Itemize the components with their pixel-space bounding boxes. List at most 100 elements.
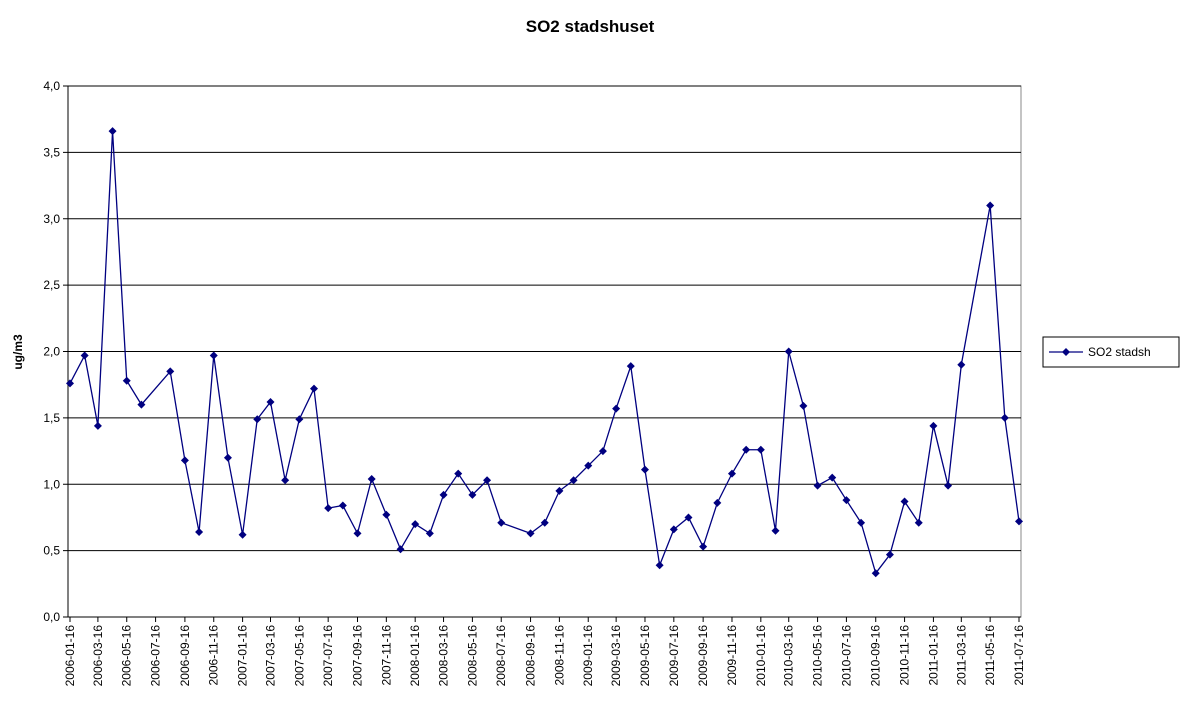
data-point (655, 561, 664, 570)
x-tick-label: 2006-01-16 (63, 625, 77, 687)
x-tick-label: 2007-05-16 (292, 625, 306, 687)
data-point (555, 486, 564, 495)
data-point (699, 542, 708, 551)
data-point (483, 476, 492, 485)
x-tick-label: 2006-03-16 (91, 625, 105, 687)
data-point (108, 127, 117, 136)
data-point (281, 476, 290, 485)
data-point (223, 453, 232, 462)
x-tick-label: 2009-07-16 (667, 625, 681, 687)
data-point (382, 510, 391, 519)
data-point (66, 379, 74, 388)
data-point (857, 518, 866, 527)
x-tick-label: 2007-07-16 (321, 625, 335, 687)
x-tick-label: 2010-11-16 (898, 625, 912, 686)
y-tick-label: 2,5 (43, 278, 60, 292)
data-point (713, 498, 722, 507)
legend-marker (1062, 348, 1070, 356)
data-point (411, 520, 420, 529)
data-point (468, 490, 477, 499)
data-point (828, 473, 837, 482)
data-point (338, 501, 347, 510)
data-point (195, 528, 204, 537)
data-point (309, 384, 318, 393)
data-point (122, 376, 131, 385)
data-point (742, 445, 751, 454)
x-tick-label: 2008-03-16 (437, 625, 451, 687)
x-tick-label: 2010-03-16 (782, 625, 796, 687)
data-point (353, 529, 362, 538)
x-tick-label: 2008-11-16 (552, 625, 566, 686)
x-tick-label: 2006-09-16 (178, 625, 192, 687)
data-point (137, 400, 146, 409)
data-point (80, 351, 89, 360)
x-tick-label: 2007-11-16 (379, 625, 393, 686)
data-point (799, 401, 808, 410)
x-tick-label: 2010-07-16 (839, 625, 853, 687)
data-point (640, 465, 649, 474)
data-point (842, 496, 851, 505)
data-point (784, 347, 793, 356)
x-tick-label: 2011-05-16 (983, 625, 997, 686)
x-tick-label: 2006-05-16 (120, 625, 134, 687)
data-point (885, 550, 894, 559)
data-point (454, 469, 463, 478)
x-tick-label: 2009-01-16 (581, 625, 595, 687)
x-tick-label: 2009-05-16 (638, 625, 652, 687)
y-tick-label: 2,0 (43, 345, 60, 359)
y-axis-label: ug/m3 (11, 334, 25, 370)
x-tick-label: 2011-07-16 (1012, 625, 1026, 686)
x-tick-label: 2009-11-16 (725, 625, 739, 686)
x-tick-label: 2006-11-16 (207, 625, 221, 686)
data-point (957, 360, 966, 369)
data-point (526, 529, 535, 538)
data-point (813, 481, 822, 490)
data-point (396, 545, 405, 554)
data-point (439, 490, 448, 499)
data-point (238, 530, 247, 539)
data-point (914, 518, 923, 527)
x-tick-label: 2008-07-16 (494, 625, 508, 687)
x-tick-label: 2010-05-16 (811, 625, 825, 687)
data-point (684, 513, 693, 522)
data-point (727, 469, 736, 478)
y-tick-label: 3,0 (43, 212, 60, 226)
data-point (295, 415, 304, 424)
y-tick-label: 0,0 (43, 610, 60, 624)
x-tick-label: 2007-09-16 (350, 625, 364, 687)
x-tick-label: 2007-01-16 (236, 625, 250, 687)
x-tick-label: 2008-01-16 (408, 625, 422, 687)
data-point (771, 526, 780, 535)
x-tick-label: 2011-03-16 (954, 625, 968, 686)
chart-title: SO2 stadshuset (526, 17, 655, 36)
data-point (871, 569, 880, 578)
data-point (540, 518, 549, 527)
data-point (1015, 517, 1023, 526)
data-point (266, 397, 275, 406)
data-point (669, 525, 678, 534)
data-point (324, 504, 333, 513)
y-tick-label: 0,5 (43, 544, 60, 558)
data-point (929, 421, 938, 430)
data-point (209, 351, 218, 360)
data-point (756, 445, 765, 454)
data-point (1000, 413, 1009, 422)
x-tick-label: 2009-09-16 (696, 625, 710, 687)
x-tick-label: 2007-03-16 (263, 625, 277, 687)
y-tick-label: 4,0 (43, 79, 60, 93)
data-point (253, 415, 262, 424)
data-point (944, 481, 953, 490)
y-tick-label: 3,5 (43, 145, 60, 159)
series-line (69, 131, 1020, 575)
data-point (367, 474, 376, 483)
data-point (569, 476, 578, 485)
data-point (584, 461, 593, 470)
x-tick-label: 2010-01-16 (754, 625, 768, 687)
y-tick-label: 1,0 (43, 477, 60, 491)
legend-label: SO2 stadsh (1088, 345, 1151, 359)
data-point (986, 201, 995, 210)
data-point (93, 421, 102, 430)
data-point (180, 456, 189, 465)
data-point (626, 362, 635, 371)
